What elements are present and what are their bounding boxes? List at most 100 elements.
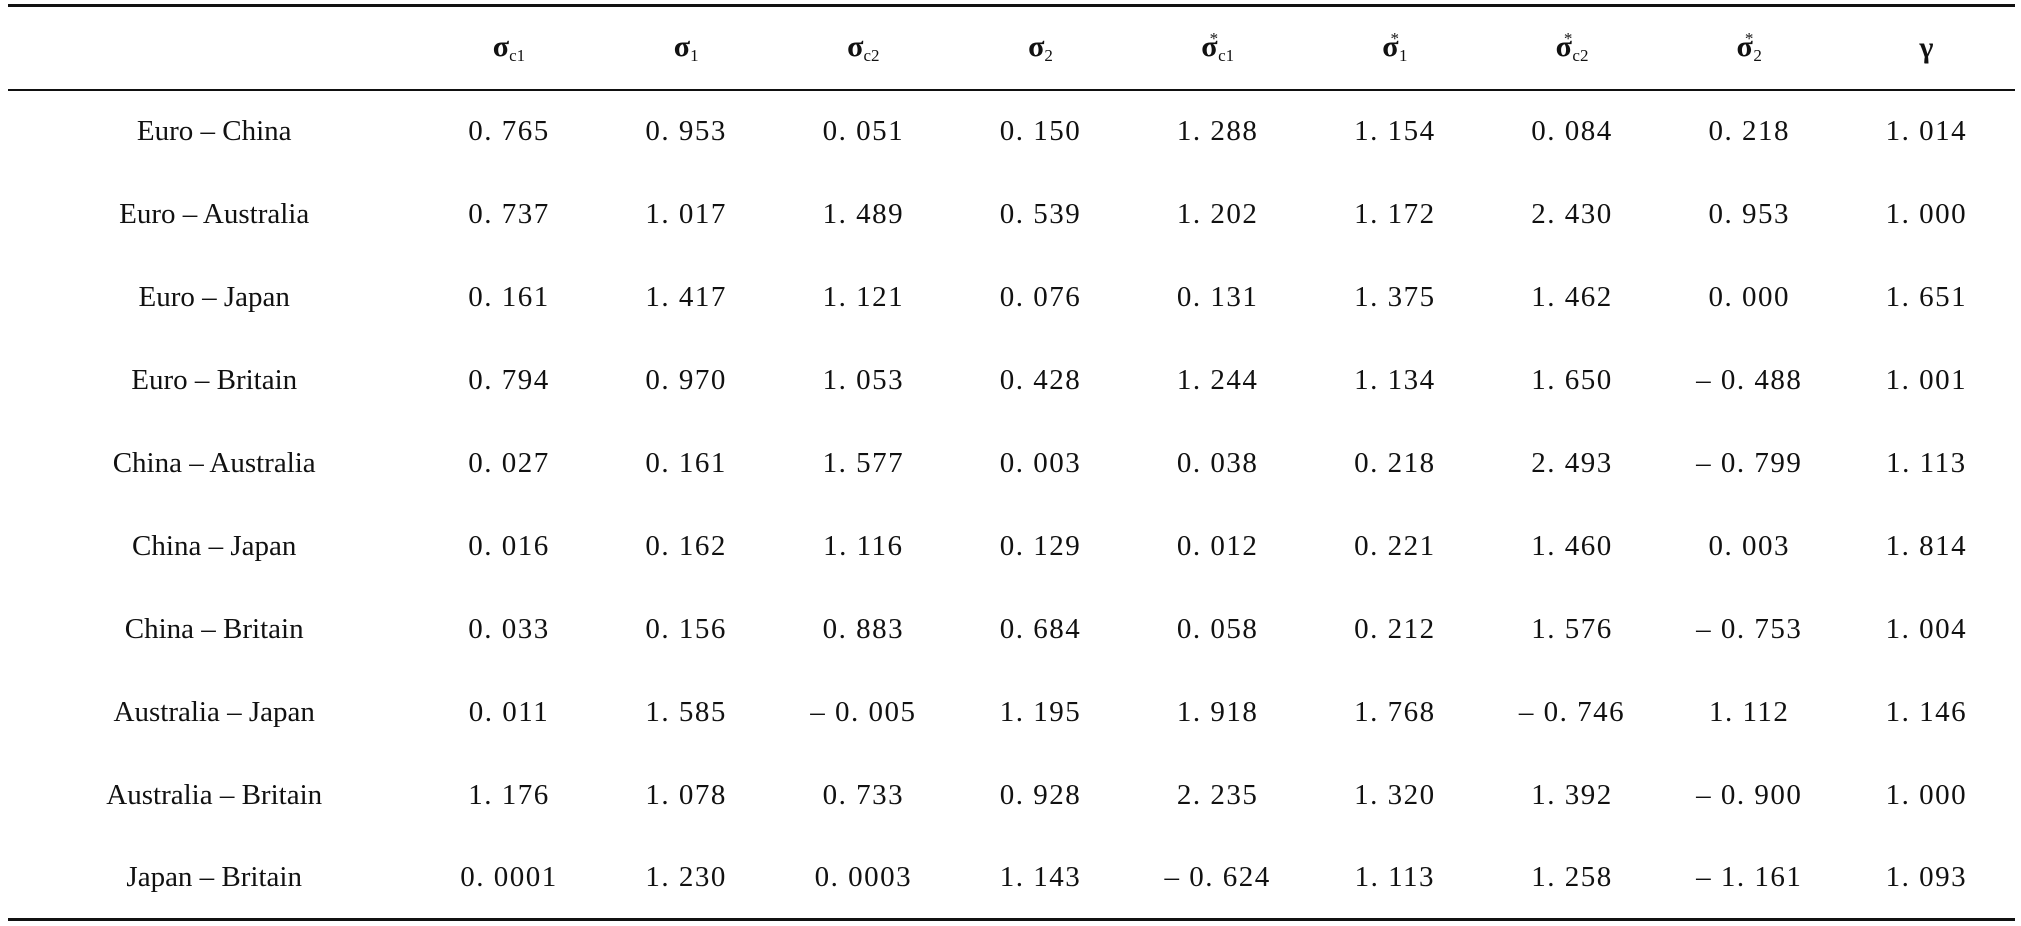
- column-header-sigma-c2-star: σ*c2: [1483, 4, 1661, 91]
- table-cell-sigma-c2-star: 0. 084: [1531, 115, 1613, 147]
- table-cell-gamma: 1. 000: [1885, 197, 1968, 230]
- table-cell-sigma-2: 0. 076: [999, 280, 1082, 313]
- column-symbol: σ: [1382, 30, 1399, 64]
- table-cell-sigma-1: 0. 970: [645, 363, 727, 396]
- table-cell-sigma-1: 1. 230: [597, 836, 775, 921]
- table-cell-sigma-2-star: 0. 953: [1708, 197, 1790, 230]
- column-symbol: σ: [1736, 30, 1753, 64]
- table-cell-sigma-c2: 0. 0003: [774, 836, 952, 921]
- table-cell-sigma-2-star: – 0. 799: [1696, 446, 1803, 479]
- row-label: Euro – China: [136, 115, 292, 147]
- table-cell-sigma-c2: 0. 883: [822, 612, 905, 645]
- table-row: Euro – China 0. 765 0. 953 0. 051 0. 150 1. 2…: [8, 90, 2015, 173]
- table-cell-sigma-2: 0. 150: [999, 115, 1082, 147]
- column-symbol: σ: [1555, 30, 1572, 64]
- table-cell-sigma-c1: 0. 033: [468, 612, 550, 645]
- table-cell-sigma-c1: 0. 011: [468, 695, 550, 728]
- table-cell-sigma-1: 0. 162: [645, 529, 727, 562]
- table-cell-sigma-1-star: 1. 320: [1354, 778, 1436, 811]
- data-table: σc1 σ1 σc2 σ2 σ*c1 σ*1 σ*c2 σ*2 γ Euro – China 0.…: [8, 4, 2015, 921]
- column-symbol: γ: [1919, 30, 1934, 64]
- table-row: Australia – Japan 0. 011 1. 585 – 0. 005 1. …: [8, 671, 2015, 754]
- column-superscript: *: [1390, 29, 1400, 49]
- column-symbol: σ: [847, 29, 864, 63]
- table-cell-sigma-c1-star: 2. 235: [1176, 778, 1259, 811]
- table-row: China – Britain 0. 033 0. 156 0. 883 0. 684 0…: [8, 588, 2015, 671]
- column-header-sigma-1: σ1: [597, 4, 775, 91]
- table-cell-sigma-1-star: 0. 218: [1354, 446, 1436, 479]
- table-cell-sigma-c1: 0. 027: [468, 446, 550, 479]
- table-cell-sigma-2: 0. 539: [999, 197, 1082, 230]
- table-cell-sigma-2: 1. 195: [999, 695, 1082, 728]
- column-subscript: 2: [1753, 46, 1762, 66]
- table-cell-sigma-c1-star: – 0. 624: [1129, 836, 1307, 921]
- column-subscript: 2: [1044, 45, 1053, 65]
- table-cell-gamma: 1. 000: [1885, 778, 1968, 811]
- table-cell-sigma-1: 0. 156: [645, 612, 727, 645]
- table-row: Euro – Australia 0. 737 1. 017 1. 489 0. 539…: [8, 173, 2015, 256]
- table-cell-sigma-c1-star: 1. 918: [1176, 695, 1259, 728]
- table-cell-sigma-1-star: 1. 768: [1354, 695, 1436, 728]
- table-cell-gamma: 1. 651: [1885, 280, 1968, 313]
- row-label: Japan – Britain: [8, 836, 421, 921]
- table-cell-sigma-2-star: 0. 218: [1708, 115, 1790, 147]
- column-header-gamma: γ: [1837, 4, 2015, 91]
- row-label: Australia – Britain: [106, 778, 323, 811]
- table-cell-sigma-c1: 0. 0001: [420, 836, 598, 921]
- table-cell-sigma-c1-star: 0. 131: [1176, 280, 1259, 313]
- table-cell-sigma-c2-star: 2. 430: [1531, 197, 1613, 230]
- table-cell-sigma-c1: 0. 794: [468, 363, 550, 396]
- table-cell-sigma-1-star: 0. 221: [1354, 529, 1436, 562]
- table-cell-sigma-c2-star: 1. 462: [1531, 280, 1613, 313]
- table-header: σc1 σ1 σc2 σ2 σ*c1 σ*1 σ*c2 σ*2 γ: [8, 4, 2015, 91]
- header-row: σc1 σ1 σc2 σ2 σ*c1 σ*1 σ*c2 σ*2 γ: [8, 4, 2015, 91]
- table-cell-gamma: 1. 014: [1885, 115, 1968, 147]
- table-cell-sigma-c1: 1. 176: [468, 778, 550, 811]
- table-cell-sigma-1: 1. 585: [645, 695, 727, 728]
- table-cell-gamma: 1. 113: [1886, 446, 1967, 479]
- column-symbol: σ: [492, 29, 510, 63]
- table-body: Euro – China 0. 765 0. 953 0. 051 0. 150 1. 2…: [8, 90, 2015, 921]
- table-cell-gamma: 1. 814: [1885, 529, 1968, 562]
- table-cell-sigma-c1-star: 0. 012: [1176, 529, 1259, 562]
- table-cell-sigma-c2: 1. 121: [822, 280, 905, 313]
- column-header-sigma-c1-star: σ*c1: [1129, 4, 1307, 91]
- column-header-sigma-c2: σc2: [774, 4, 952, 91]
- table-cell-sigma-1: 0. 953: [645, 115, 727, 147]
- column-subscript: 1: [1399, 46, 1408, 66]
- table-cell-sigma-c2: 1. 116: [823, 529, 904, 562]
- table-cell-sigma-c2-star: 1. 576: [1531, 612, 1613, 645]
- column-symbol: σ: [1028, 29, 1045, 63]
- table-cell-sigma-c1: 0. 765: [468, 115, 550, 147]
- table-cell-sigma-c2: – 0. 005: [810, 695, 917, 728]
- table-cell-sigma-1-star: 1. 134: [1354, 363, 1436, 396]
- column-subscript: c2: [863, 45, 880, 65]
- table-cell-sigma-1-star: 1. 375: [1354, 280, 1436, 313]
- column-subscript: c2: [1572, 46, 1589, 66]
- table-cell-sigma-1: 1. 078: [645, 778, 727, 811]
- table-row: Japan – Britain 0. 0001 1. 230 0. 0003 1. 14…: [8, 836, 2015, 921]
- table-cell-sigma-c1-star: 1. 202: [1176, 197, 1259, 230]
- table-cell-sigma-c1: 0. 016: [468, 529, 550, 562]
- table-cell-sigma-c1: 0. 161: [468, 280, 550, 313]
- table-row: Euro – Japan 0. 161 1. 417 1. 121 0. 076 0. 1…: [8, 256, 2015, 339]
- column-subscript: c1: [1218, 46, 1235, 66]
- table-cell-sigma-2: 0. 928: [999, 778, 1082, 811]
- table-row: China – Japan 0. 016 0. 162 1. 116 0. 129 0. …: [8, 505, 2015, 588]
- table-cell-sigma-2-star: – 0. 900: [1696, 778, 1803, 811]
- table-cell-gamma: 1. 093: [1837, 836, 2015, 921]
- row-label: Australia – Japan: [113, 695, 315, 728]
- table-cell-sigma-c2-star: 1. 258: [1483, 836, 1661, 921]
- column-header-sigma-2: σ2: [951, 4, 1130, 91]
- table-row: Euro – Britain 0. 794 0. 970 1. 053 0. 428 1.…: [8, 339, 2015, 422]
- table-cell-sigma-c2: 0. 733: [822, 778, 905, 811]
- data-table-container: σc1 σ1 σc2 σ2 σ*c1 σ*1 σ*c2 σ*2 γ Euro – China 0.…: [8, 4, 2015, 921]
- table-cell-gamma: 1. 001: [1885, 363, 1968, 396]
- row-label: Euro – Australia: [119, 197, 310, 230]
- table-cell-sigma-c2: 0. 051: [822, 115, 905, 147]
- row-label: China – Australia: [112, 446, 316, 479]
- table-cell-sigma-2-star: – 0. 488: [1696, 363, 1803, 396]
- table-cell-sigma-2-star: – 1. 161: [1660, 836, 1838, 921]
- table-row: China – Australia 0. 027 0. 161 1. 577 0. 00…: [8, 422, 2015, 505]
- table-cell-sigma-2: 0. 684: [999, 612, 1082, 645]
